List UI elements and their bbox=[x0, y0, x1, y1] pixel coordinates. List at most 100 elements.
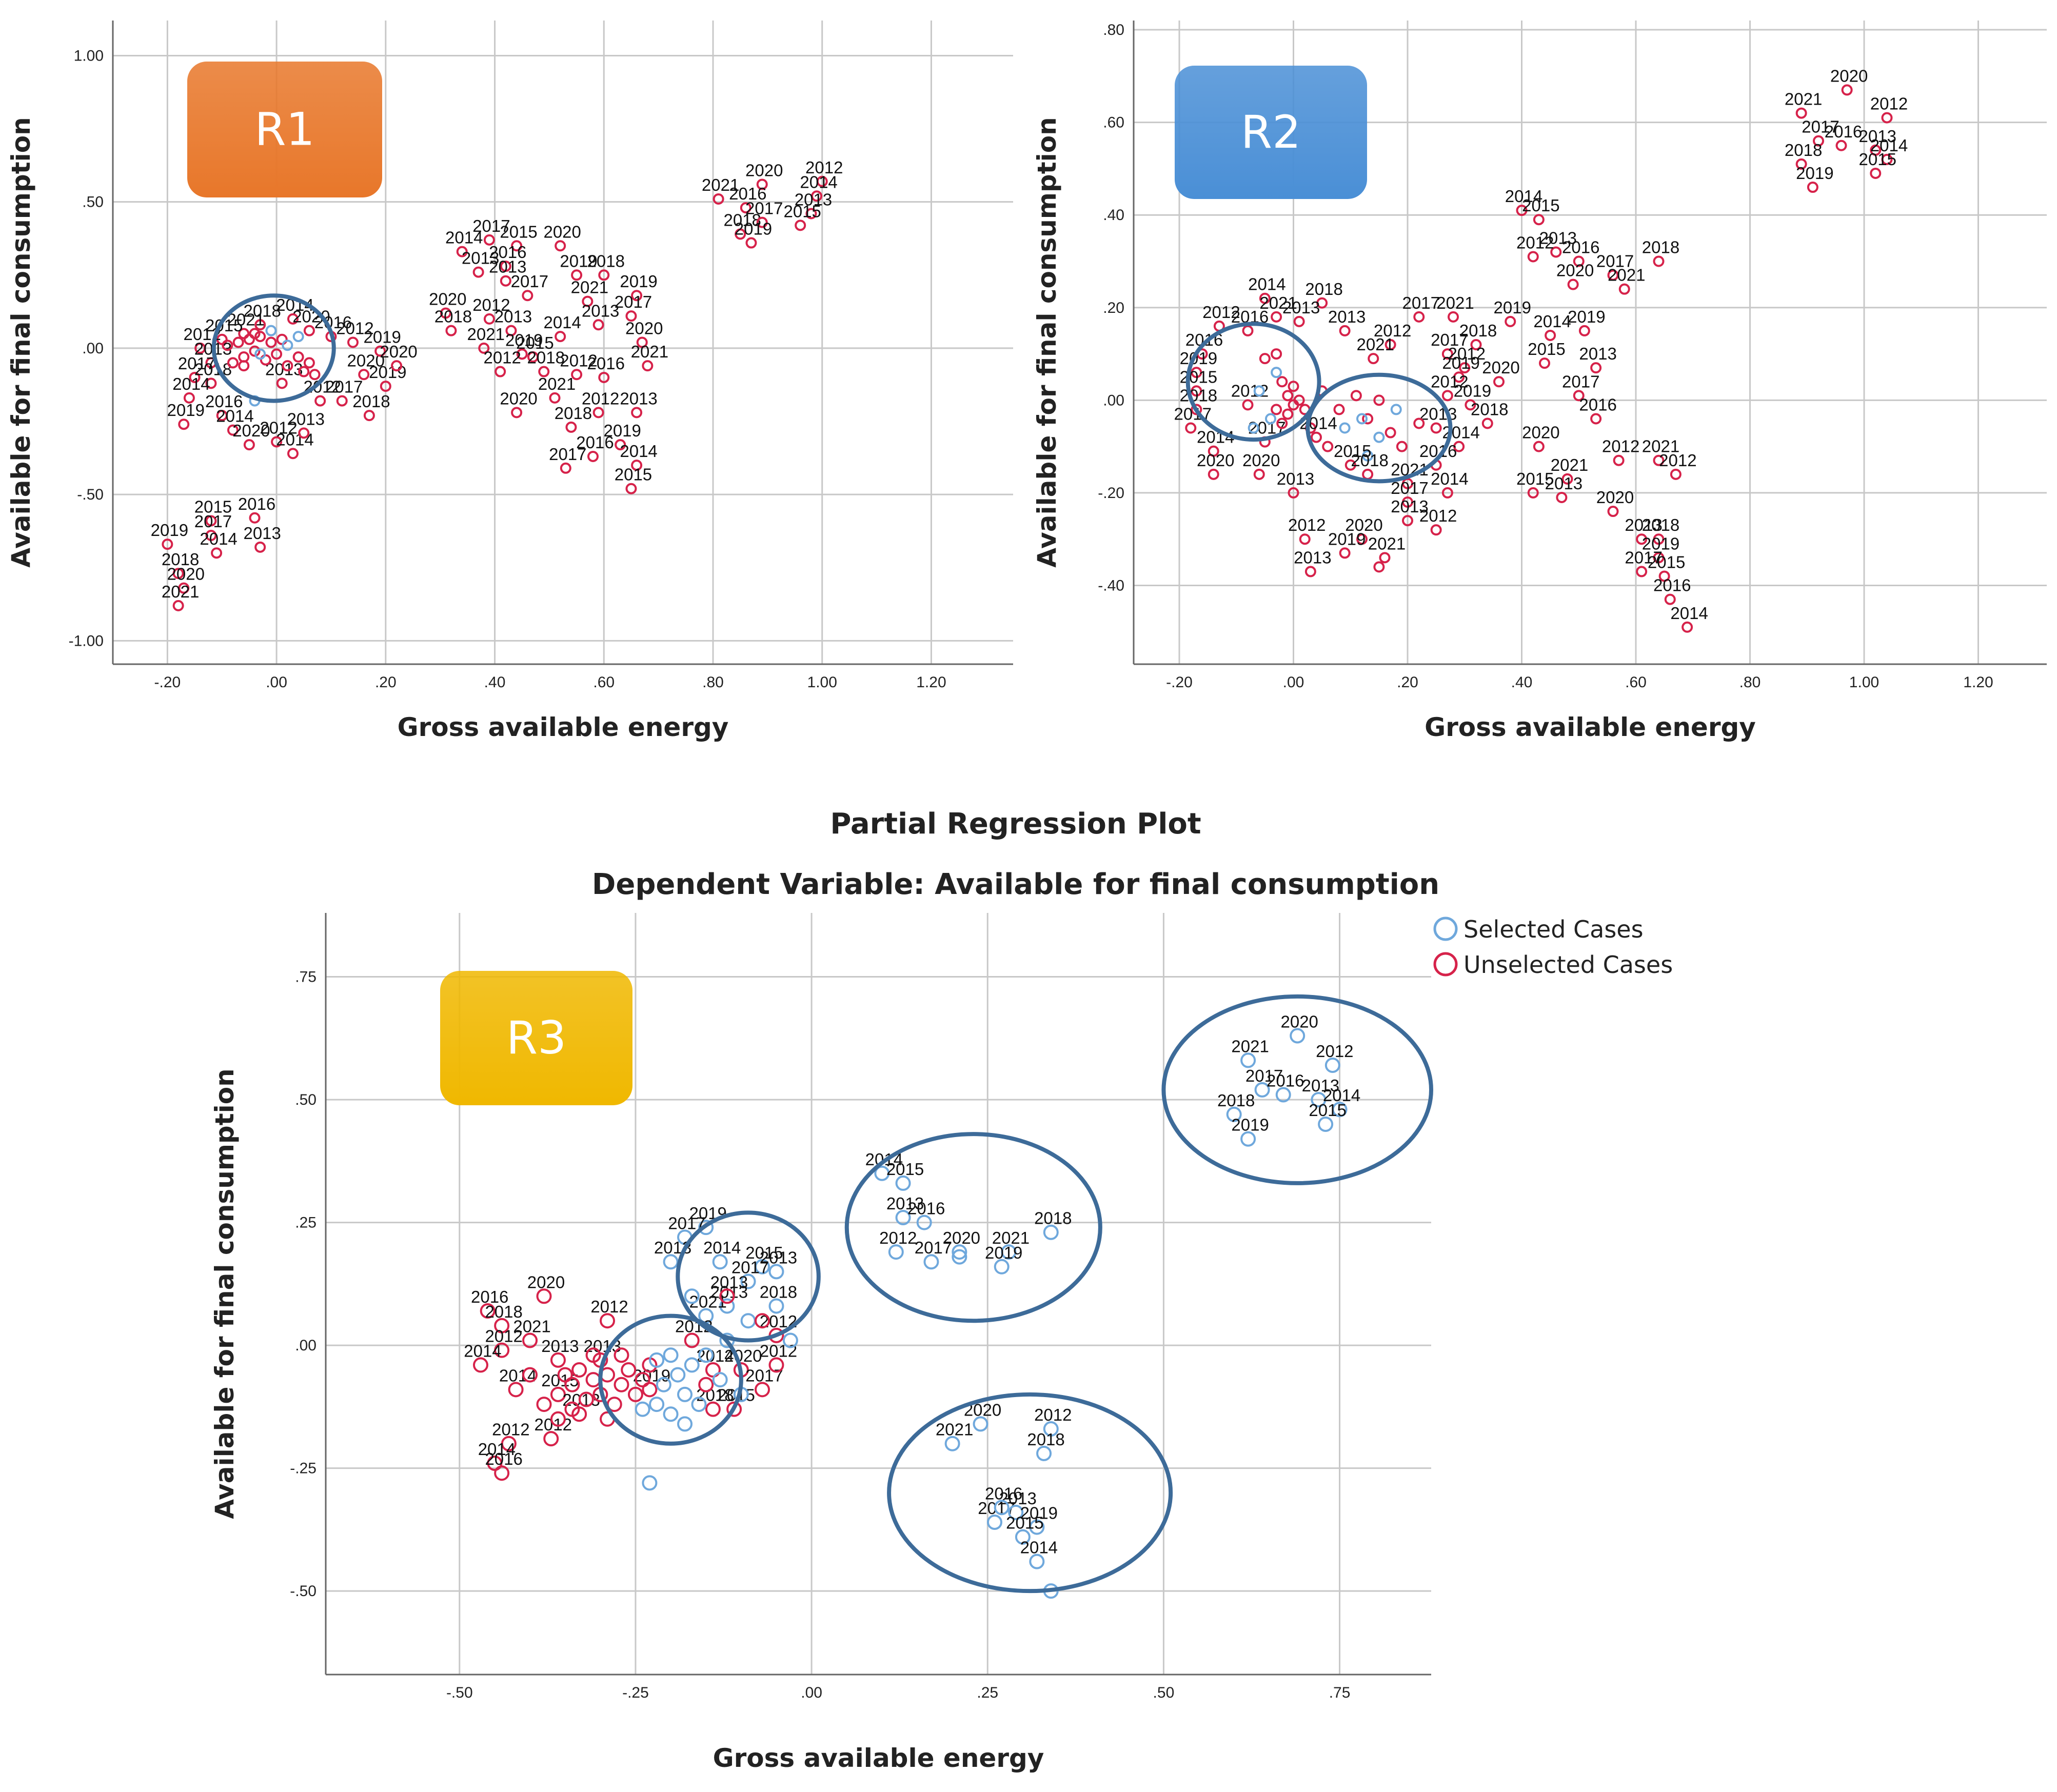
r3-point-label: 2013 bbox=[886, 1194, 924, 1213]
r3-point-label: 2012 bbox=[485, 1327, 522, 1346]
r1-point bbox=[314, 395, 326, 407]
r2-point-label: 2016 bbox=[1562, 237, 1599, 256]
r1-point bbox=[363, 410, 375, 422]
r3-point-label: 2012 bbox=[760, 1341, 797, 1360]
r2-point-label: 2014 bbox=[1533, 312, 1571, 331]
r3-point bbox=[698, 1377, 714, 1392]
r2-point-label: 2012 bbox=[1419, 506, 1457, 525]
r2-point bbox=[1607, 269, 1619, 281]
r3-ytick-label: .00 bbox=[295, 1337, 317, 1354]
r3-point bbox=[1043, 1421, 1059, 1437]
r3-xtick-label: -.50 bbox=[446, 1684, 473, 1701]
r2-point bbox=[1362, 413, 1374, 425]
r2-point-label: 2019 bbox=[1568, 307, 1605, 326]
r2-point bbox=[1282, 390, 1294, 402]
r1-point-label: 2021 bbox=[631, 342, 668, 361]
r3-highlight-ellipse bbox=[598, 1313, 743, 1446]
r1-point-label: 2017 bbox=[194, 512, 232, 531]
r2-point bbox=[1527, 487, 1539, 499]
r2-point bbox=[1191, 404, 1202, 415]
r1-point-label: 2014 bbox=[216, 407, 253, 426]
r1-point-label: 2017 bbox=[549, 445, 586, 464]
r1-point bbox=[172, 568, 184, 580]
r2-point-label: 2018 bbox=[1305, 280, 1342, 298]
r2-point-label: 2012 bbox=[1659, 451, 1696, 470]
r1-point bbox=[582, 295, 594, 307]
r1-point-label: 2021 bbox=[227, 310, 265, 329]
r3-point-label: 2018 bbox=[760, 1282, 797, 1301]
r1-point-label: 2019 bbox=[363, 328, 401, 347]
r1-point bbox=[625, 310, 637, 322]
r2-point-label: 2021 bbox=[1436, 293, 1474, 312]
r2-point bbox=[1881, 153, 1893, 165]
r2-point bbox=[1253, 468, 1265, 480]
r1-badge bbox=[187, 62, 382, 197]
r2-point-label: 2020 bbox=[1596, 488, 1634, 507]
r2-point-label: 2018 bbox=[1471, 400, 1508, 419]
r3-point bbox=[698, 1347, 714, 1363]
r1-badge-label: R1 bbox=[254, 103, 314, 156]
r3-ytick-label: -.50 bbox=[290, 1583, 317, 1600]
r2-point bbox=[1402, 515, 1413, 527]
r3-point bbox=[1290, 1028, 1306, 1044]
r1-point-label: 2013 bbox=[287, 409, 325, 428]
r3-point bbox=[557, 1367, 573, 1383]
r1-point bbox=[254, 348, 266, 360]
r2-point-label: 2017 bbox=[1402, 293, 1440, 312]
r1-point-label: 2015 bbox=[500, 222, 537, 241]
r1-point-label: 2020 bbox=[429, 289, 466, 308]
r2-point bbox=[1413, 311, 1425, 323]
r2-point-label: 2013 bbox=[1859, 127, 1896, 146]
r1-point bbox=[254, 319, 266, 331]
r1-point bbox=[243, 439, 255, 451]
r2-point bbox=[1841, 84, 1853, 96]
r1-point bbox=[440, 307, 451, 319]
r2-point bbox=[1271, 311, 1282, 323]
r2-point bbox=[1282, 408, 1294, 420]
r2-point bbox=[1618, 283, 1630, 295]
r1-point bbox=[816, 175, 828, 187]
r1-ytick-label: -1.00 bbox=[69, 632, 104, 649]
r3-point bbox=[712, 1254, 728, 1270]
r2-point bbox=[1550, 246, 1562, 258]
r1-point-label: 2021 bbox=[702, 175, 739, 194]
r1-point bbox=[560, 462, 571, 474]
r1-point bbox=[795, 220, 806, 231]
r3-xtick-label: .25 bbox=[977, 1684, 998, 1701]
r3-highlight-ellipse bbox=[1161, 994, 1434, 1185]
r3-point bbox=[691, 1397, 707, 1412]
r1-point-label: 2012 bbox=[260, 418, 297, 437]
r2-x-axis-title: Gross available energy bbox=[1425, 712, 1756, 742]
r2-point bbox=[1356, 413, 1368, 425]
r2-point bbox=[1441, 390, 1453, 402]
r2-point bbox=[1465, 399, 1476, 411]
r1-point-label: 2012 bbox=[582, 389, 619, 408]
r3-point-label: 2021 bbox=[513, 1317, 550, 1336]
r2-point-label: 2013 bbox=[1277, 469, 1314, 488]
r1-point-label: 2018 bbox=[723, 210, 761, 229]
r3-point bbox=[494, 1318, 510, 1333]
r1-point bbox=[522, 290, 533, 302]
r2-point bbox=[1368, 353, 1379, 365]
r2-point bbox=[1339, 422, 1351, 434]
r2-point-label: 2015 bbox=[1334, 442, 1371, 461]
r3-point-label: 2013 bbox=[760, 1248, 797, 1267]
r2-xtick-label: .40 bbox=[1511, 674, 1533, 691]
r2-xtick-label: .00 bbox=[1283, 674, 1304, 691]
r1-point-label: 2020 bbox=[500, 389, 537, 408]
r2-point-label: 2012 bbox=[1870, 94, 1908, 113]
r2-point-label: 2021 bbox=[1259, 293, 1297, 312]
r2-point bbox=[1459, 362, 1471, 374]
r2-point bbox=[1453, 371, 1465, 383]
r2-point-label: 2019 bbox=[1454, 381, 1491, 400]
r3-point bbox=[874, 1165, 890, 1181]
r1-xtick-label: .40 bbox=[484, 674, 506, 691]
r1-point bbox=[205, 530, 217, 541]
r1-point bbox=[298, 427, 310, 439]
r1-ytick-label: .50 bbox=[82, 194, 104, 211]
r1-point bbox=[205, 377, 217, 389]
r1-ytick-label: 1.00 bbox=[74, 47, 104, 64]
r1-point-label: 2020 bbox=[167, 565, 205, 584]
r3-point bbox=[994, 1500, 1010, 1516]
r1-point bbox=[254, 541, 266, 553]
